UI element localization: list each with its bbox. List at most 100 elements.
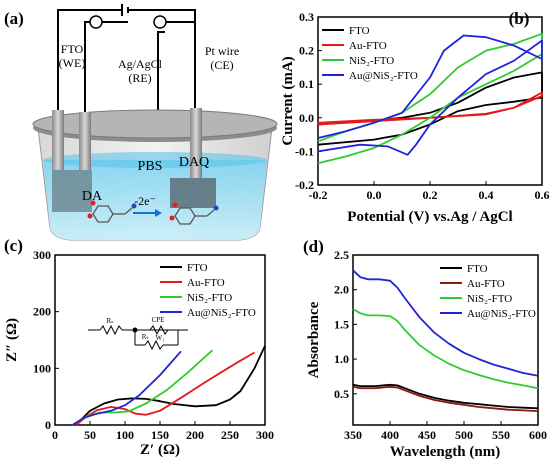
legend-label-au-fto: Au-FTO — [467, 278, 505, 290]
circuit-w-label: W₁ — [155, 334, 164, 342]
y-axis-label-c: Z″ (Ω) — [4, 318, 20, 362]
legend-label-au-fto: Au-FTO — [187, 277, 225, 289]
voltmeter-icon — [153, 15, 167, 29]
circuit-cpe-label: CPE — [152, 316, 165, 324]
equivalent-circuit-icon — [88, 324, 188, 351]
legend-c: FTO Au-FTO NiS₂-FTO Au@NiS₂-FTO — [160, 262, 256, 319]
x-tick-label: 0.6 — [535, 188, 550, 202]
series-line-au-fto — [75, 351, 255, 426]
x-tick-label: -0.2 — [309, 188, 328, 202]
electrode-label-we-role: (WE) — [59, 56, 86, 70]
series-line-au-fto — [352, 385, 539, 412]
x-tick-label: 600 — [529, 428, 547, 442]
y-tick-label: 0.3 — [299, 10, 314, 24]
panel-c: (c) 0 50 100 150 200 250 300 0 100 200 300 FTO Au-F… — [4, 236, 274, 458]
y-tick-label: 0.5 — [334, 387, 349, 401]
electrode-ce — [190, 108, 202, 178]
circuit-rs-label: Rₛ — [106, 317, 114, 325]
ammeter-icon — [89, 15, 103, 29]
axis-ticks-c: 0 50 100 150 200 250 300 0 100 200 300 — [33, 248, 274, 442]
series-line-fto — [317, 71, 543, 146]
y-axis-label-b: Current (mA) — [280, 56, 296, 145]
electrode-label-re-role: (RE) — [128, 71, 151, 85]
series-lines-d — [352, 269, 539, 412]
electrode-label-ce-role: (CE) — [210, 58, 233, 72]
x-tick-label: 550 — [492, 428, 510, 442]
x-axis-label-b: Potential (V) vs.Ag / AgCl — [347, 209, 512, 225]
series-lines-c — [72, 345, 266, 426]
y-tick-label: 100 — [33, 361, 51, 375]
reactant-label: DA — [82, 189, 103, 204]
x-axis-label-c: Z′ (Ω) — [140, 442, 180, 458]
electrode-label-we: FTO — [61, 42, 84, 56]
molecule-da-icon — [87, 200, 137, 223]
x-tick-label: 450 — [418, 428, 436, 442]
series-line-fto — [75, 345, 266, 426]
x-axis-label-d: Wavelength (nm) — [390, 444, 500, 460]
y-tick-label: 2.5 — [334, 248, 349, 262]
electrode-label-re: Ag/AgCl — [118, 57, 163, 71]
series-line-nis2-fto — [317, 32, 543, 165]
x-tick-label: 300 — [256, 428, 274, 442]
axis-ticks-d: 350 400 450 500 550 600 0.5 1.0 1.5 2.0 2.5 — [334, 248, 547, 442]
legend-b: FTO Au-FTO NiS₂-FTO Au@NiS₂-FTO — [322, 25, 418, 82]
molecule-daq-icon — [169, 202, 219, 225]
legend-label-fto: FTO — [349, 25, 370, 37]
y-axis-label-d: Absorbance — [306, 301, 322, 378]
x-tick-label: 200 — [186, 428, 204, 442]
y-tick-label: 1.5 — [334, 317, 349, 331]
panel-d-label: (d) — [303, 237, 324, 256]
panel-c-label: (c) — [4, 236, 23, 255]
legend-label-fto: FTO — [467, 263, 488, 275]
x-tick-label: 0.0 — [367, 188, 382, 202]
x-tick-label: 0.4 — [479, 188, 494, 202]
x-tick-label: 50 — [84, 428, 96, 442]
y-tick-label: -0.1 — [295, 144, 314, 158]
x-tick-label: 0.2 — [423, 188, 438, 202]
y-tick-label: 300 — [33, 248, 51, 262]
reaction-label: -2e⁻ — [134, 194, 156, 208]
circuit-node-icon — [132, 327, 138, 333]
panel-b: (b) -0.2 0.0 0.2 0.4 0.6 -0.2 -0.1 0.0 0.1 0.2 0.3… — [280, 9, 550, 225]
x-tick-label: 250 — [221, 428, 239, 442]
legend-label-au-nis2-fto: Au@NiS₂-FTO — [349, 70, 418, 82]
y-tick-label: 0.1 — [299, 77, 314, 91]
panel-a-label: (a) — [4, 9, 24, 28]
y-tick-label: -0.2 — [295, 178, 314, 192]
ce-plate — [170, 178, 216, 208]
legend-label-au-nis2-fto: Au@NiS₂-FTO — [187, 307, 256, 319]
x-tick-label: 0 — [52, 428, 58, 442]
external-circuit — [57, 4, 196, 120]
x-tick-label: 350 — [344, 428, 362, 442]
axis-ticks-b: -0.2 0.0 0.2 0.4 0.6 -0.2 -0.1 0.0 0.1 0.2 0.3 — [295, 10, 550, 202]
panel-d: (d) 350 400 450 500 550 600 0.5 1.0 1.5 2.0 2.5 FT… — [303, 237, 547, 460]
lid-top — [32, 109, 278, 139]
legend-d: FTO Au-FTO NiS₂-FTO Au@NiS₂-FTO — [440, 263, 536, 320]
y-tick-label: 0.0 — [299, 111, 314, 125]
series-line-au-nis2-fto — [352, 269, 539, 377]
reaction-arrowhead — [155, 209, 162, 217]
fto-plate — [52, 170, 92, 212]
y-tick-label: 1.0 — [334, 352, 349, 366]
legend-label-au-nis2-fto: Au@NiS₂-FTO — [467, 308, 536, 320]
circuit-rct-label: Rₜ — [142, 333, 149, 341]
y-tick-label: 2.0 — [334, 283, 349, 297]
plot-frame-d — [352, 254, 539, 426]
electrode-we — [52, 110, 64, 170]
legend-label-fto: FTO — [187, 262, 208, 274]
electrolyte-surface — [43, 152, 267, 168]
series-line-fto — [352, 383, 539, 410]
product-label: DAQ — [179, 155, 209, 170]
legend-label-nis2-fto: NiS₂-FTO — [467, 293, 512, 305]
y-tick-label: 200 — [33, 305, 51, 319]
legend-label-au-fto: Au-FTO — [349, 40, 387, 52]
x-tick-label: 400 — [381, 428, 399, 442]
series-line-au-nis2-fto — [72, 350, 182, 426]
series-line-au-fto — [317, 91, 543, 126]
electrode-label-ce: Pt wire — [205, 44, 239, 58]
legend-label-nis2-fto: NiS₂-FTO — [349, 55, 394, 67]
panel-b-label: (b) — [509, 9, 530, 28]
x-tick-label: 500 — [455, 428, 473, 442]
series-line-nis2-fto — [352, 308, 539, 390]
